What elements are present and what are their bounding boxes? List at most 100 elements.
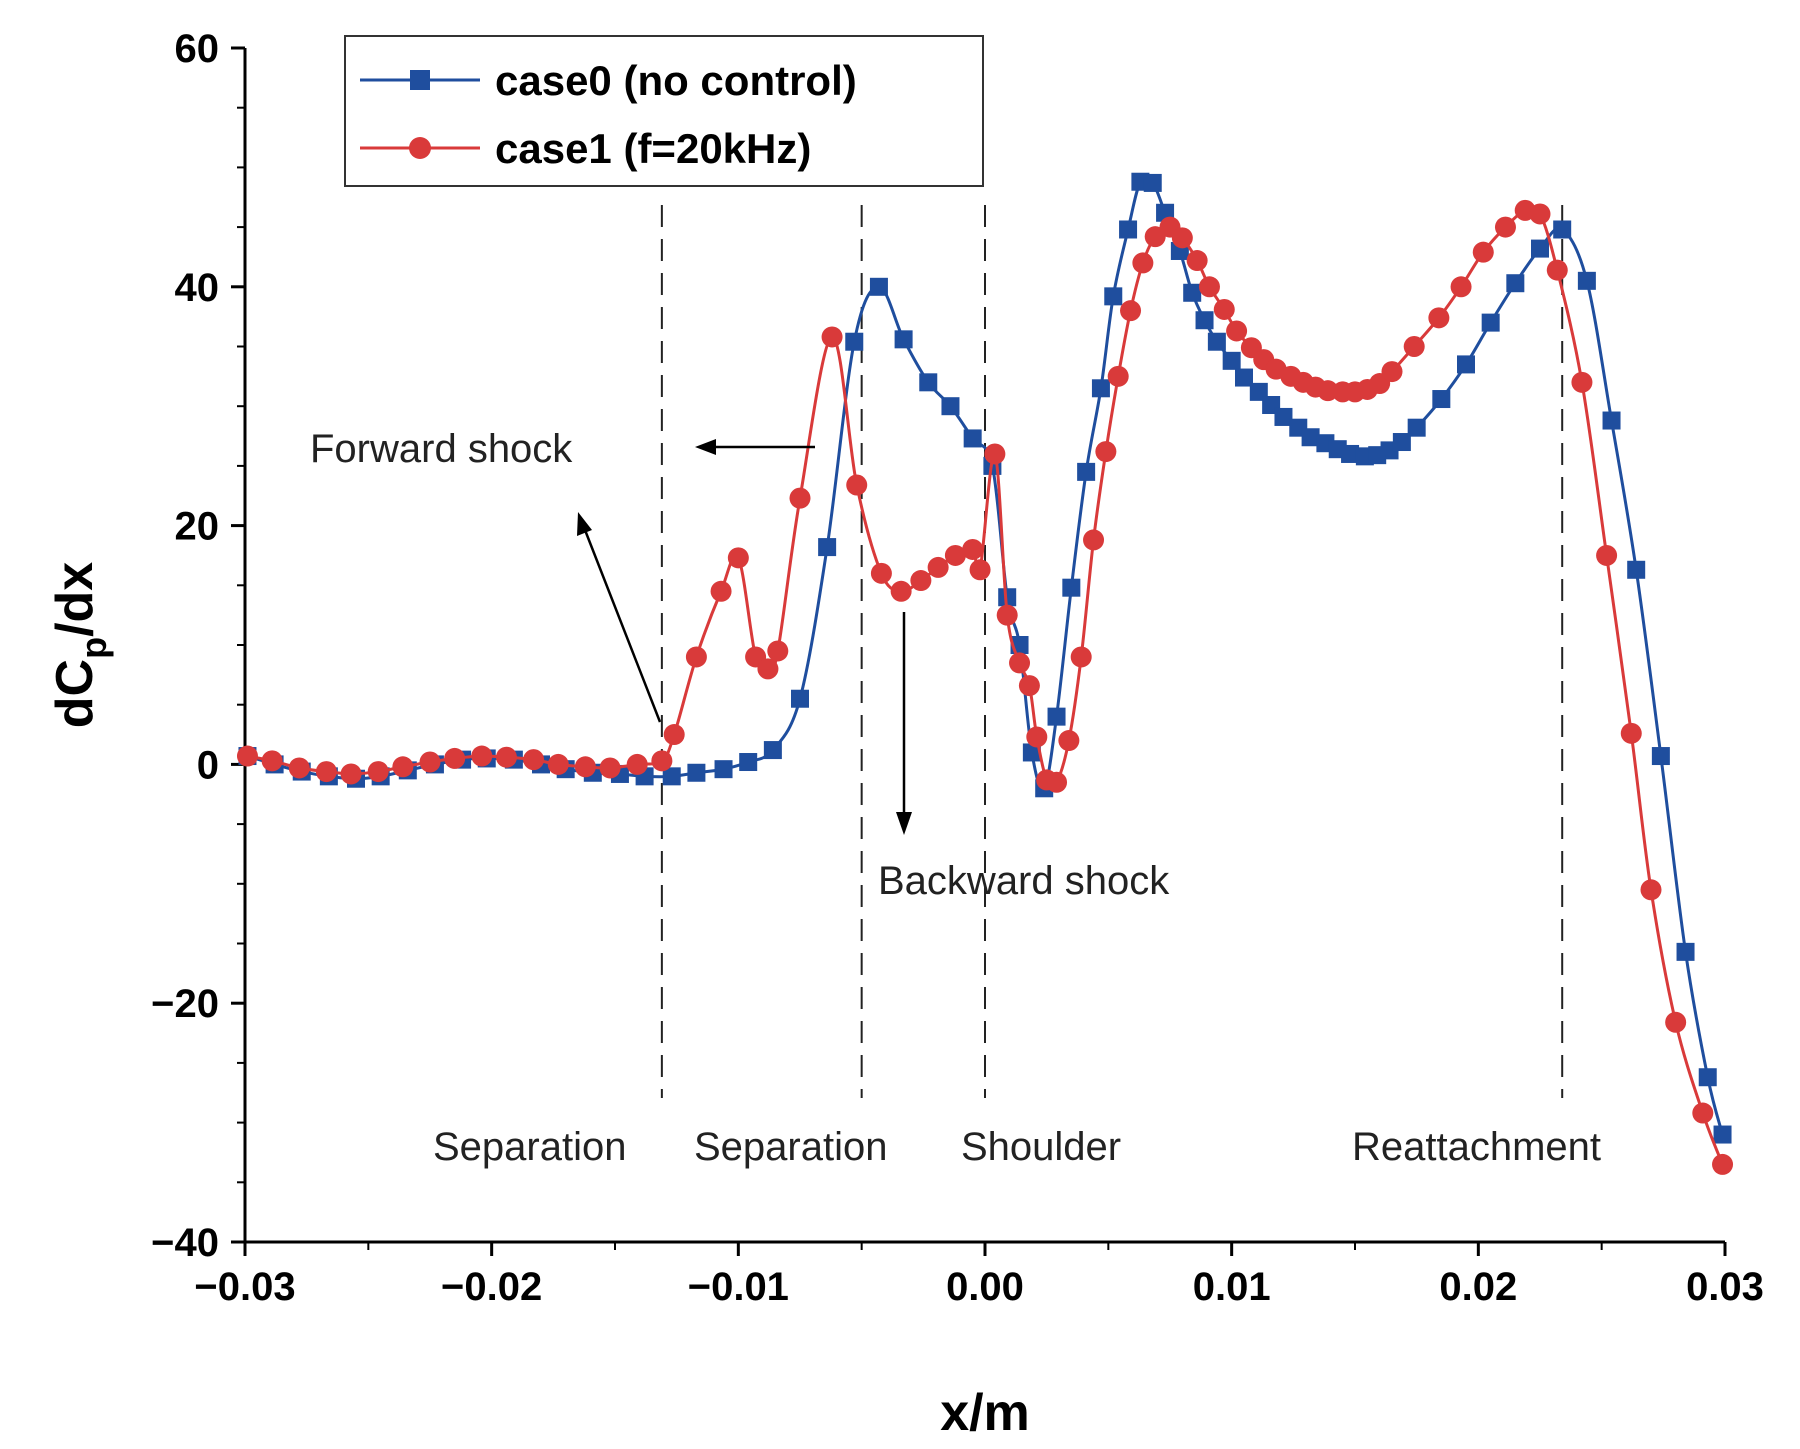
data-point-circle [1171, 227, 1193, 249]
y-tick-labels: −40 −20 0 20 40 60 [151, 27, 219, 1265]
legend: case0 (no control) case1 (f=20kHz) [344, 35, 984, 187]
data-point-circle [1107, 365, 1129, 387]
data-point-square [919, 373, 938, 392]
y-axis-title-main: dC [46, 659, 104, 728]
data-point-circle [1403, 336, 1425, 357]
data-point-circle [1198, 276, 1220, 298]
data-point-circle [367, 761, 389, 783]
data-point-square [1506, 274, 1525, 293]
data-point-square [1627, 560, 1646, 579]
data-point-circle [1494, 216, 1516, 238]
data-point-square [1553, 220, 1572, 239]
data-point-square [662, 767, 681, 786]
data-point-square [739, 753, 758, 772]
data-point-circle [984, 443, 1006, 465]
data-point-circle [1472, 241, 1494, 263]
data-point-circle [663, 724, 685, 746]
y-tick-label: 20 [175, 505, 220, 549]
data-point-circle [1009, 652, 1031, 674]
data-point-square [818, 538, 837, 557]
data-point-square [1091, 379, 1110, 398]
data-point-circle [626, 753, 648, 775]
data-point-circle [523, 749, 545, 771]
ticks [231, 46, 1727, 1256]
forward-shock-arrows [577, 439, 815, 723]
x-tick-label: 0.01 [1193, 1265, 1271, 1309]
data-point-square [1341, 444, 1360, 463]
legend-marker-case1 [409, 137, 431, 159]
x-tick-label: 0.00 [946, 1265, 1024, 1309]
data-point-circle [444, 747, 466, 769]
x-tick-label: −0.03 [194, 1265, 295, 1309]
data-point-square [1457, 355, 1475, 374]
data-point-square [1481, 313, 1500, 332]
data-point-square [1235, 368, 1253, 387]
data-point-circle [1046, 771, 1068, 793]
data-point-circle [927, 556, 949, 578]
data-point-square [1407, 418, 1426, 437]
data-point-square [1392, 433, 1411, 452]
y-axis-title-subscript: p [73, 637, 114, 659]
data-point-circle [821, 326, 843, 348]
data-point-square [1143, 173, 1162, 192]
y-tick-label: 40 [175, 266, 220, 310]
annotation-backward-shock: Backward shock [878, 859, 1170, 903]
data-point-square [1047, 707, 1066, 726]
legend-marker-case0 [410, 70, 430, 90]
data-point-circle [1095, 441, 1117, 463]
data-point-square [687, 763, 706, 782]
data-point-square [1698, 1068, 1717, 1087]
data-point-circle [1529, 203, 1551, 225]
x-tick-labels: −0.03 −0.02 −0.01 0.00 0.01 0.02 0.03 [194, 1265, 1764, 1309]
data-point-circle [340, 763, 362, 785]
data-point-circle [910, 570, 932, 592]
data-point-square [894, 330, 913, 349]
data-point-square [1531, 239, 1549, 258]
data-point-circle [1381, 361, 1403, 383]
data-point-circle [1620, 722, 1642, 744]
data-point-square [1207, 332, 1226, 351]
y-tick-label: −20 [151, 982, 219, 1026]
data-point-circle [727, 547, 749, 569]
y-tick-label: 60 [175, 27, 220, 71]
data-point-circle [392, 756, 414, 778]
vline-label-case0-separation: Separation [694, 1125, 887, 1169]
annotations: Forward shock Backward shock [310, 427, 1170, 903]
data-point-square [869, 277, 888, 296]
data-point-circle [471, 745, 493, 767]
y-tick-label: −40 [151, 1221, 219, 1265]
data-point-square [1676, 942, 1695, 961]
data-point-square [714, 760, 733, 779]
data-point-square [1077, 462, 1096, 481]
data-point-square [998, 588, 1017, 607]
data-point-circle [1428, 307, 1450, 329]
reference-labels: Separation Separation Shoulder Reattachm… [433, 1125, 1601, 1169]
data-point-square [1577, 271, 1596, 290]
data-point-square [1713, 1125, 1732, 1144]
data-point-square [1022, 743, 1041, 762]
data-point-circle [996, 604, 1018, 626]
data-point-circle [870, 562, 892, 584]
data-point-circle [1186, 250, 1208, 272]
data-point-circle [419, 751, 441, 773]
data-point-square [1432, 390, 1451, 409]
data-point-circle [944, 544, 966, 566]
y-tick-label: 0 [197, 743, 219, 787]
data-point-square [1274, 407, 1293, 426]
data-point-circle [1712, 1153, 1734, 1175]
data-point-circle [767, 640, 789, 662]
legend-label-case0: case0 (no control) [495, 57, 857, 104]
data-point-circle [1692, 1102, 1714, 1124]
forward-arrow-diagonal [583, 529, 662, 723]
data-point-circle [1213, 298, 1235, 320]
vline-label-shoulder: Shoulder [961, 1125, 1121, 1169]
data-point-square [1651, 747, 1670, 766]
data-point-circle [495, 746, 517, 768]
data-point-square [963, 429, 982, 448]
data-point-circle [651, 750, 673, 772]
data-point-circle [1226, 320, 1248, 342]
y-axis-title: dCp/dx [46, 562, 114, 729]
data-point-circle [1120, 300, 1142, 322]
legend-label-case1: case1 (f=20kHz) [495, 125, 811, 172]
